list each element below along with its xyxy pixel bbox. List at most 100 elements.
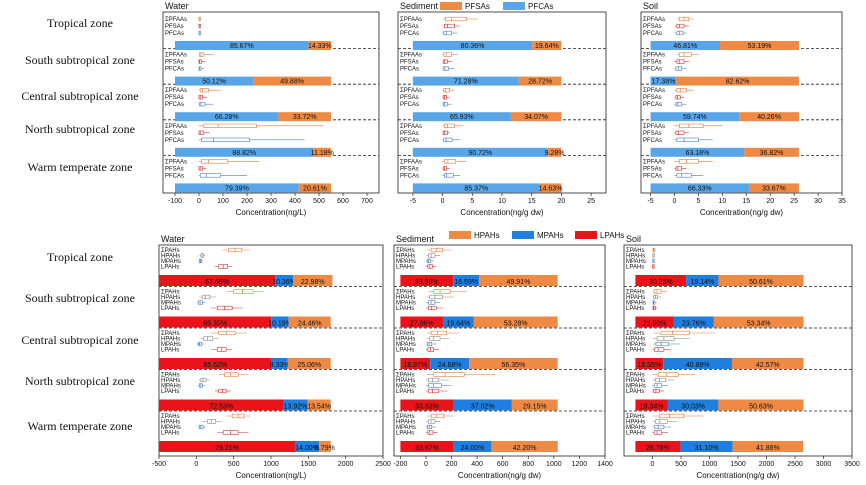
row-label: HPAHs bbox=[626, 378, 645, 384]
box-iqr bbox=[433, 372, 465, 377]
box-plot bbox=[425, 383, 452, 388]
bar-label: 19.64% bbox=[535, 43, 559, 50]
row-label: PFSAs bbox=[643, 166, 662, 172]
bar-segment-mpahs bbox=[283, 399, 308, 411]
box-plot bbox=[200, 336, 219, 341]
box-plot bbox=[653, 336, 690, 341]
box-plot bbox=[674, 88, 694, 93]
bar-segment-pfsas bbox=[253, 76, 331, 86]
bar-segment-mpahs bbox=[680, 441, 733, 452]
pahs-panel-sediment: Sediment -200 0 200 400 600 800 1000 1200 1400 Con… bbox=[393, 234, 613, 480]
bar-segment-lpahs bbox=[159, 441, 296, 452]
row-label: LPAHs bbox=[626, 389, 644, 395]
bar-label: 29.15% bbox=[523, 404, 547, 411]
row-label: PFCAs bbox=[643, 173, 662, 179]
x-tick-label: 3000 bbox=[816, 461, 832, 468]
bar-segment-hpahs bbox=[731, 358, 804, 369]
x-tick-label: 1000 bbox=[263, 461, 279, 468]
box-iqr bbox=[198, 59, 202, 64]
bar-segment-pfcas bbox=[650, 112, 740, 122]
box-plot bbox=[215, 264, 233, 269]
row-label: MPAHs bbox=[396, 342, 416, 348]
box-iqr bbox=[653, 430, 662, 435]
row-label: HPAHs bbox=[161, 337, 180, 343]
bar-label: 28.72% bbox=[528, 79, 552, 86]
bar-segment-pfcas bbox=[412, 41, 533, 50]
bar-label: 56.35% bbox=[501, 362, 525, 369]
row-label: ΣPFAAs bbox=[643, 159, 665, 165]
x-tick-label: 400 bbox=[471, 461, 483, 468]
box-iqr bbox=[429, 336, 441, 341]
box-plot bbox=[197, 300, 206, 305]
row-label: ΣPAHs bbox=[396, 331, 415, 337]
bar-segment-pfcas bbox=[175, 147, 314, 157]
bar-label: 33.87% bbox=[415, 445, 439, 452]
box-plot bbox=[442, 30, 458, 36]
box-plot bbox=[425, 264, 437, 269]
x-tick-label: 500 bbox=[675, 461, 687, 468]
box-plot bbox=[215, 388, 231, 394]
row-label: PFSAs bbox=[165, 95, 184, 101]
box-iqr bbox=[442, 95, 448, 100]
legend-swatch bbox=[503, 2, 525, 10]
box-iqr bbox=[224, 372, 239, 377]
bar-segment-pfcas bbox=[650, 147, 745, 157]
bar-segment-pfcas bbox=[412, 112, 511, 122]
row-label: ΣPFAAs bbox=[400, 17, 422, 23]
box-plot bbox=[218, 372, 249, 377]
box-iqr bbox=[653, 383, 662, 388]
x-tick-label: 1000 bbox=[546, 461, 562, 468]
row-label: ΣPAHs bbox=[396, 290, 415, 296]
bar-label: 37.02% bbox=[471, 404, 495, 411]
zone-label: Warm temperate zone bbox=[28, 419, 133, 433]
row-label: ΣPFAAs bbox=[165, 17, 187, 23]
box-iqr bbox=[443, 137, 453, 142]
row-label: PFCAs bbox=[165, 31, 184, 37]
box-plot bbox=[427, 372, 497, 377]
x-axis-label: Concentration(ng/L) bbox=[236, 471, 307, 480]
row-label: LPAHs bbox=[626, 431, 644, 437]
box-plot bbox=[442, 59, 452, 64]
x-tick-label: 300 bbox=[265, 198, 277, 205]
bar-label: 40.88% bbox=[686, 362, 710, 369]
x-tick-label: -5 bbox=[647, 198, 653, 205]
row-label: MPAHs bbox=[396, 425, 416, 431]
box-iqr bbox=[445, 16, 467, 22]
box-iqr bbox=[203, 336, 214, 341]
bar-segment-pfcas bbox=[175, 41, 309, 50]
bar-label: 33.72% bbox=[293, 114, 317, 121]
box-plot bbox=[652, 264, 655, 269]
box-plot bbox=[652, 377, 675, 383]
box-plot bbox=[425, 341, 437, 347]
legend-label: PFSAs bbox=[465, 2, 490, 11]
box-plot bbox=[425, 430, 438, 435]
pfas-panel-sediment: Sediment -5 0 5 10 15 20 25 Concentration(ng/g d… bbox=[397, 1, 607, 217]
box-iqr bbox=[433, 289, 451, 294]
x-tick-label: -5 bbox=[410, 198, 416, 205]
bar-segment-hpahs bbox=[491, 441, 558, 452]
x-tick-label: 2500 bbox=[787, 461, 803, 468]
bar-segment-mpahs bbox=[663, 358, 732, 369]
row-label: ΣPAHs bbox=[161, 290, 180, 296]
bar-label: 16.59% bbox=[454, 279, 478, 286]
box-plot bbox=[652, 347, 672, 352]
box-plot bbox=[442, 173, 461, 178]
panel-title: Water bbox=[165, 1, 189, 11]
box-iqr bbox=[207, 419, 217, 424]
bar-segment-pfsas bbox=[720, 41, 799, 50]
box-iqr bbox=[427, 430, 434, 435]
row-label: PFSAs bbox=[165, 131, 184, 137]
box-plot bbox=[652, 247, 656, 253]
bar-segment-mpahs bbox=[442, 316, 474, 328]
panel-frame bbox=[397, 11, 607, 194]
bar-segment-hpahs bbox=[292, 275, 333, 286]
bar-label: 80.36% bbox=[461, 43, 485, 50]
box-plot bbox=[653, 413, 704, 419]
bar-segment-pfcas bbox=[175, 76, 254, 86]
row-label: HPAHs bbox=[626, 337, 645, 343]
row-label: LPAHs bbox=[161, 265, 179, 271]
row-label: ΣPFAAs bbox=[165, 124, 187, 130]
box-plot bbox=[674, 137, 713, 142]
box-plot bbox=[198, 130, 210, 135]
bar-segment-pfsas bbox=[539, 183, 562, 193]
